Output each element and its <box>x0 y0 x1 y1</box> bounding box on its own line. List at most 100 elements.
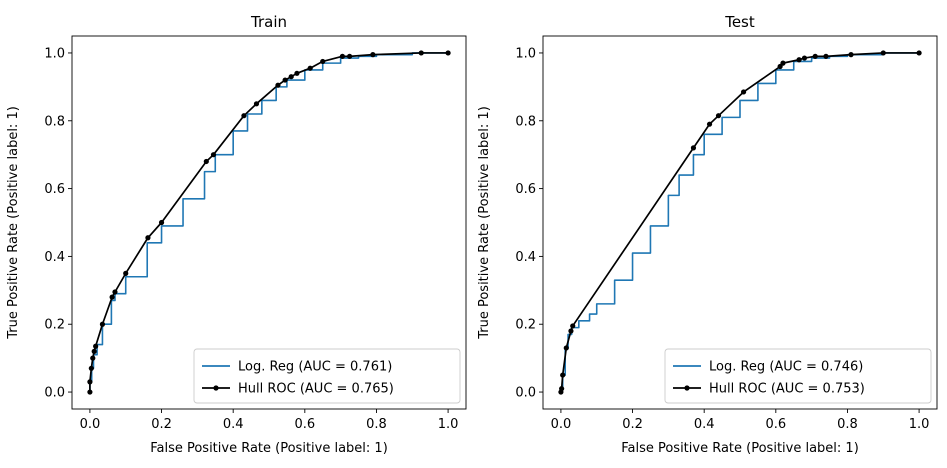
data-point <box>780 60 786 66</box>
legend-label: Hull ROC (AUC = 0.753) <box>709 382 865 397</box>
data-point <box>210 152 217 158</box>
data-point <box>282 77 288 83</box>
axes-frame <box>542 35 938 410</box>
data-point <box>339 53 346 59</box>
test-roc-panel: Test 0.0 0.2 0.4 0.6 0.8 1.0 0.0 0.2 0.4 0.6 0.8 1.0… <box>477 13 938 456</box>
x-tick-label: 0.6 <box>765 417 786 432</box>
legend-label: Log. Reg (AUC = 0.746) <box>709 360 863 375</box>
data-point <box>109 294 115 300</box>
data-point <box>288 74 294 80</box>
y-tick-label: 0.2 <box>515 318 536 333</box>
data-point <box>563 345 569 351</box>
data-point <box>88 365 94 371</box>
legend-marker <box>213 385 219 391</box>
data-point <box>275 82 281 88</box>
data-point <box>93 343 99 349</box>
legend: Log. Reg (AUC = 0.746) Hull ROC (AUC = 0.… <box>664 348 932 404</box>
series-line <box>560 52 920 393</box>
data-point <box>559 386 565 392</box>
x-axis-label: False Positive Rate (Positive label: 1) <box>150 441 388 456</box>
data-point <box>568 328 574 334</box>
x-tick-label: 0.8 <box>366 417 387 432</box>
y-tick-label: 1.0 <box>44 46 65 61</box>
y-tick-label: 0.0 <box>515 386 536 401</box>
data-point <box>848 52 854 58</box>
legend: Log. Reg (AUC = 0.761) Hull ROC (AUC = 0.… <box>193 348 461 404</box>
axes-frame <box>71 35 467 410</box>
y-axis-label: True Positive Rate (Positive label: 1) <box>6 106 21 340</box>
data-point <box>916 50 922 56</box>
data-point <box>123 270 129 276</box>
chart-title: Train <box>250 13 287 31</box>
x-tick-label: 0.8 <box>837 417 858 432</box>
data-point <box>241 113 247 119</box>
y-tick-label: 0.6 <box>515 182 536 197</box>
data-point <box>320 58 326 65</box>
data-point <box>801 55 808 61</box>
legend-box <box>664 348 932 404</box>
data-point <box>294 70 300 76</box>
data-point <box>740 89 747 95</box>
legend-box <box>193 348 461 404</box>
data-point <box>253 101 260 107</box>
y-tick-label: 0.0 <box>44 386 65 401</box>
y-tick-label: 0.4 <box>515 250 536 265</box>
chart-title: Test <box>724 13 755 31</box>
data-point <box>346 53 353 59</box>
data-point <box>560 372 566 378</box>
legend-item: Hull ROC (AUC = 0.753) <box>673 382 865 397</box>
y-tick-label: 0.6 <box>44 182 65 197</box>
data-point <box>370 52 376 58</box>
data-point <box>203 158 209 165</box>
x-tick-label: 0.0 <box>80 417 101 432</box>
y-tick-label: 0.4 <box>44 250 65 265</box>
series-log-reg <box>560 52 920 393</box>
legend-item: Hull ROC (AUC = 0.765) <box>202 382 394 397</box>
legend-item: Log. Reg (AUC = 0.761) <box>202 360 392 375</box>
data-point <box>706 121 713 127</box>
x-tick-label: 1.0 <box>438 417 459 432</box>
x-tick-label: 0.4 <box>223 417 244 432</box>
data-point <box>99 321 106 327</box>
data-point <box>87 389 93 395</box>
legend-item: Log. Reg (AUC = 0.746) <box>673 360 863 375</box>
x-tick-label: 0.0 <box>551 417 572 432</box>
y-axis-label: True Positive Rate (Positive label: 1) <box>477 106 492 340</box>
x-tick-label: 0.2 <box>622 417 643 432</box>
data-point <box>690 145 697 151</box>
train-roc-panel: Train 0.0 0.2 0.4 0.6 0.8 1.0 0.0 0.2 0.4 0.6 0.8 1.… <box>6 13 467 456</box>
x-axis-label: False Positive Rate (Positive label: 1) <box>621 441 859 456</box>
y-tick-label: 0.8 <box>515 114 536 129</box>
data-point <box>777 63 783 70</box>
data-point <box>90 355 96 361</box>
data-point <box>112 289 118 295</box>
series-log-reg <box>89 52 449 393</box>
data-point <box>445 50 451 56</box>
x-tick-label: 0.4 <box>694 417 715 432</box>
data-point <box>715 113 722 119</box>
legend-marker <box>684 385 690 391</box>
x-tick-label: 0.2 <box>151 417 172 432</box>
x-tick-label: 0.6 <box>294 417 315 432</box>
data-point <box>880 50 886 56</box>
data-point <box>812 53 818 59</box>
legend-label: Log. Reg (AUC = 0.761) <box>238 360 392 375</box>
data-point <box>145 235 151 241</box>
data-point <box>570 323 576 329</box>
data-point <box>823 53 829 59</box>
series-line <box>89 52 449 393</box>
data-point <box>87 379 93 385</box>
x-tick-label: 1.0 <box>909 417 930 432</box>
data-point <box>91 348 97 354</box>
series-hull-roc <box>558 50 922 395</box>
legend-label: Hull ROC (AUC = 0.765) <box>238 382 394 397</box>
data-point <box>158 219 165 226</box>
data-point <box>418 50 424 56</box>
y-tick-label: 1.0 <box>515 46 536 61</box>
series-hull-roc <box>87 50 451 395</box>
y-tick-label: 0.8 <box>44 114 65 129</box>
data-point <box>307 65 313 71</box>
y-tick-label: 0.2 <box>44 318 65 333</box>
data-point <box>796 57 802 63</box>
